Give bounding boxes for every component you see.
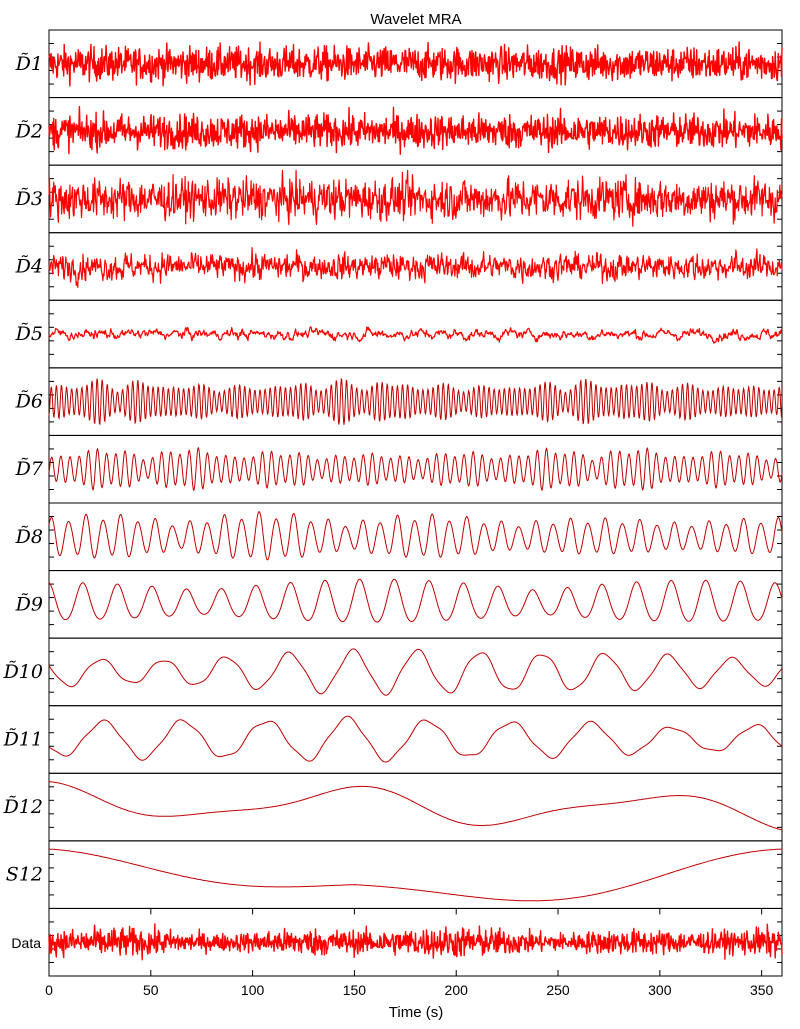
panel-label: D̃6 bbox=[15, 390, 43, 412]
series-trace bbox=[48, 781, 783, 831]
panels-group: D̃1 D̃2 D̃3 D̃4 D̃5 D̃6 D̃7 D̃8 D̃9 D̃10 D̃11 D̃12 S… bbox=[3, 29, 783, 977]
panel-frame bbox=[48, 705, 783, 774]
series-trace bbox=[48, 106, 783, 155]
panel-frame bbox=[48, 840, 783, 909]
panel-frame bbox=[48, 502, 783, 572]
panel-5: D̃5 bbox=[15, 299, 783, 369]
series-trace bbox=[48, 326, 783, 344]
series-trace bbox=[48, 446, 783, 492]
panel-7: D̃7 bbox=[15, 434, 783, 504]
series-trace bbox=[48, 247, 783, 288]
series-trace bbox=[48, 715, 783, 763]
series-trace bbox=[48, 923, 783, 961]
panel-label: Data bbox=[11, 935, 41, 951]
panel-label: S12 bbox=[6, 864, 43, 886]
series-trace bbox=[48, 848, 782, 902]
panel-label: D̃9 bbox=[15, 593, 43, 615]
series-trace bbox=[48, 578, 783, 623]
panel-12: D̃12 bbox=[3, 772, 783, 842]
series-trace bbox=[48, 511, 783, 561]
x-tick-label: 100 bbox=[241, 982, 265, 998]
panel-label: D̃12 bbox=[3, 796, 43, 818]
series-trace bbox=[48, 41, 783, 87]
x-tick-label: 0 bbox=[45, 982, 53, 998]
panel-label: D̃5 bbox=[15, 323, 43, 345]
x-tick-label: 150 bbox=[343, 982, 367, 998]
panel-label: D̃11 bbox=[3, 728, 43, 750]
panel-3: D̃3 bbox=[15, 164, 783, 234]
panel-6: D̃6 bbox=[15, 367, 783, 436]
panel-label: D̃4 bbox=[15, 255, 43, 277]
panel-label: D̃2 bbox=[15, 120, 43, 142]
panel-14: Data bbox=[11, 907, 783, 977]
x-tick-label: 250 bbox=[546, 982, 570, 998]
panel-11: D̃11 bbox=[3, 705, 783, 774]
series-trace bbox=[48, 378, 783, 426]
panel-frame bbox=[48, 637, 783, 707]
panel-label: D̃7 bbox=[15, 458, 44, 480]
panel-2: D̃2 bbox=[15, 97, 783, 166]
panel-1: D̃1 bbox=[15, 29, 783, 99]
panel-13: S12 bbox=[6, 840, 783, 909]
x-tick-label: 50 bbox=[143, 982, 159, 998]
panel-label: D̃1 bbox=[15, 52, 43, 74]
x-tick-label: 350 bbox=[750, 982, 774, 998]
panel-8: D̃8 bbox=[15, 502, 783, 572]
x-axis: 0 50 100 150 200 250 300 350 bbox=[45, 908, 774, 998]
x-axis-title: Time (s) bbox=[389, 1004, 443, 1021]
x-tick-label: 200 bbox=[445, 982, 469, 998]
panel-frame bbox=[48, 367, 783, 436]
series-trace bbox=[48, 169, 783, 227]
panel-label: D̃8 bbox=[15, 525, 43, 547]
panel-10: D̃10 bbox=[3, 637, 783, 707]
panel-frame bbox=[48, 772, 783, 842]
series-trace bbox=[48, 648, 783, 696]
x-tick-label: 300 bbox=[648, 982, 672, 998]
panel-label: D̃10 bbox=[3, 660, 43, 682]
chart-title: Wavelet MRA bbox=[370, 11, 461, 28]
panel-9: D̃9 bbox=[15, 570, 783, 639]
panel-4: D̃4 bbox=[15, 232, 783, 301]
panel-label: D̃3 bbox=[15, 187, 43, 209]
